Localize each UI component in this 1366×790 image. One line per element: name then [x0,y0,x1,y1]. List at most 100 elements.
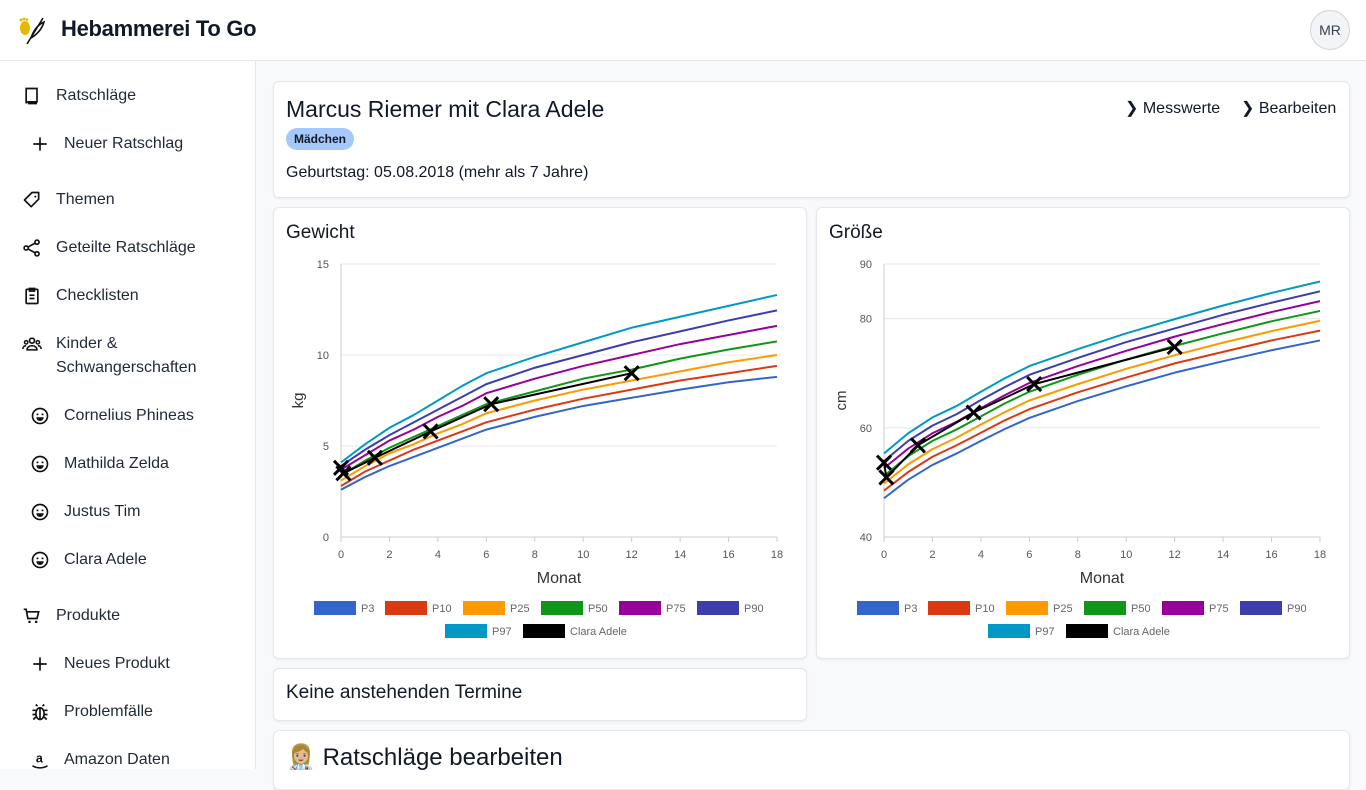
sidebar-item-ratschläge[interactable]: Ratschläge [20,84,136,108]
data-point-marker [623,365,640,382]
series-line-p90 [883,290,1321,462]
legend-swatch [1084,601,1126,615]
sidebar-item-label: Problemfälle [64,703,153,720]
series-line-p50 [340,340,778,476]
legend-swatch [1006,601,1048,615]
sidebar-item-produkte[interactable]: Produkte [20,604,120,628]
logo-icon[interactable] [17,14,47,46]
legend-swatch [445,624,487,638]
weight-chart: 0 5 10 15 0 2 4 6 8 10 12 14 16 18 Monat kg P3 P10 P25 P50 P… [290,259,783,638]
legend-label: P90 [1287,603,1307,615]
app-title[interactable]: Hebammerei To Go [61,16,257,41]
legend-label: P50 [588,603,608,615]
advice-title: Ratschläge bearbeiten [322,744,563,771]
series-line-p75 [883,300,1321,469]
edit-link[interactable]: ❯ Bearbeiten [1241,100,1337,117]
legend-label: P97 [492,626,512,638]
sidebar-item-cornelius-phineas[interactable]: Cornelius Phineas [28,404,194,428]
sidebar-item-label: Ratschläge [56,87,137,104]
advice-card: 👩🏼‍⚕️ Ratschläge bearbeiten [273,730,1350,790]
sidebar-item-justus-tim[interactable]: Justus Tim [28,500,140,524]
share-icon [20,236,44,260]
legend-label: P25 [510,603,530,615]
legend-label: P75 [1209,603,1229,615]
appointments-card: Keine anstehenden Termine [273,668,807,721]
x-tick-label: 14 [674,549,686,561]
cart-icon [20,604,44,628]
smiley-icon [28,500,52,524]
series-line-p25 [340,354,778,482]
x-tick-label: 2 [386,549,392,561]
legend-swatch [385,601,427,615]
data-point-marker [878,469,895,486]
sidebar-item-problemfälle[interactable]: Problemfälle [28,700,153,724]
smiley-icon [28,548,52,572]
series-line-p50 [883,309,1321,477]
x-tick-label: 4 [435,549,441,561]
legend-label: P50 [1131,603,1151,615]
svg-text:a: a [36,752,44,766]
legend-swatch [1162,601,1204,615]
legend-label: P90 [744,603,764,615]
legend-label: P10 [432,603,452,615]
x-tick-label: 8 [532,549,538,561]
x-tick-label: 18 [771,549,783,561]
legend-label: P10 [975,603,995,615]
sidebar-item-label: Justus Tim [64,503,141,520]
page-title: Marcus Riemer mit Clara Adele [286,96,605,122]
y-tick-label: 80 [860,314,872,326]
data-point-marker [909,437,926,454]
sidebar-item-clara-adele[interactable]: Clara Adele [28,548,147,572]
x-tick-label: 16 [1265,549,1277,561]
data-point-marker [335,465,352,482]
y-axis-label: cm [833,391,850,411]
x-tick-label: 4 [978,549,984,561]
legend-swatch [314,601,356,615]
sidebar-item-neues-produkt[interactable]: Neues Produkt [28,652,170,676]
x-axis-label: Monat [1080,570,1125,587]
birthday-text: Geburtstag: 05.08.2018 (mehr als 7 Jahre… [286,164,589,181]
weight-chart-title: Gewicht [286,222,355,243]
series-line-p97 [340,293,778,464]
y-tick-label: 5 [323,441,329,453]
y-tick-label: 10 [317,350,329,362]
data-point-marker [1026,376,1043,393]
y-tick-label: 60 [860,423,872,435]
sidebar-item-themen[interactable]: Themen [20,188,115,212]
user-avatar[interactable]: MR [1310,10,1350,50]
y-axis-label: kg [290,393,307,409]
data-point-marker [1166,338,1183,356]
gender-badge: Mädchen [286,128,355,150]
sidebar-item-label: Mathilda Zelda [64,455,169,472]
series-line-p25 [883,319,1321,485]
legend-label: P75 [666,603,686,615]
legend-label: P97 [1035,626,1055,638]
legend-swatch [463,601,505,615]
y-tick-label: 90 [860,259,872,271]
legend-label: Clara Adele [1113,626,1170,638]
sidebar-item-label: Checklisten [56,287,139,304]
x-tick-label: 6 [483,549,489,561]
weight-chart-card: Gewicht 0 5 10 15 0 2 4 6 8 10 12 14 16 18 Monat kg P3 P1… [273,207,807,659]
series-line-p3 [340,375,778,491]
legend-swatch [988,624,1030,638]
users-icon [20,332,44,356]
smiley-icon [28,452,52,476]
measurements-link[interactable]: ❯ Messwerte [1125,100,1221,117]
sidebar-item-label: Clara Adele [64,551,147,568]
sidebar-item-neuer-ratschlag[interactable]: Neuer Ratschlag [28,132,183,156]
y-tick-label: 15 [317,259,329,271]
sidebar-item-amazon-daten[interactable]: a Amazon Daten [28,748,170,772]
plus-icon [28,132,52,156]
sidebar-item-mathilda-zelda[interactable]: Mathilda Zelda [28,452,169,476]
legend-swatch [619,601,661,615]
sidebar-item-checklisten[interactable]: Checklisten [20,284,139,308]
sidebar-item-label: Produkte [56,607,121,624]
sidebar-item-label-line2: Schwangerschaften [56,359,197,376]
height-chart-title: Größe [829,222,883,243]
legend-label: P25 [1053,603,1073,615]
sidebar-item-geteilte-ratschläge[interactable]: Geteilte Ratschläge [20,236,196,260]
tag-icon [20,188,44,212]
sidebar-item-kinder[interactable]: Kinder & Schwangerschaften [20,332,197,380]
y-tick-label: 40 [860,532,872,544]
